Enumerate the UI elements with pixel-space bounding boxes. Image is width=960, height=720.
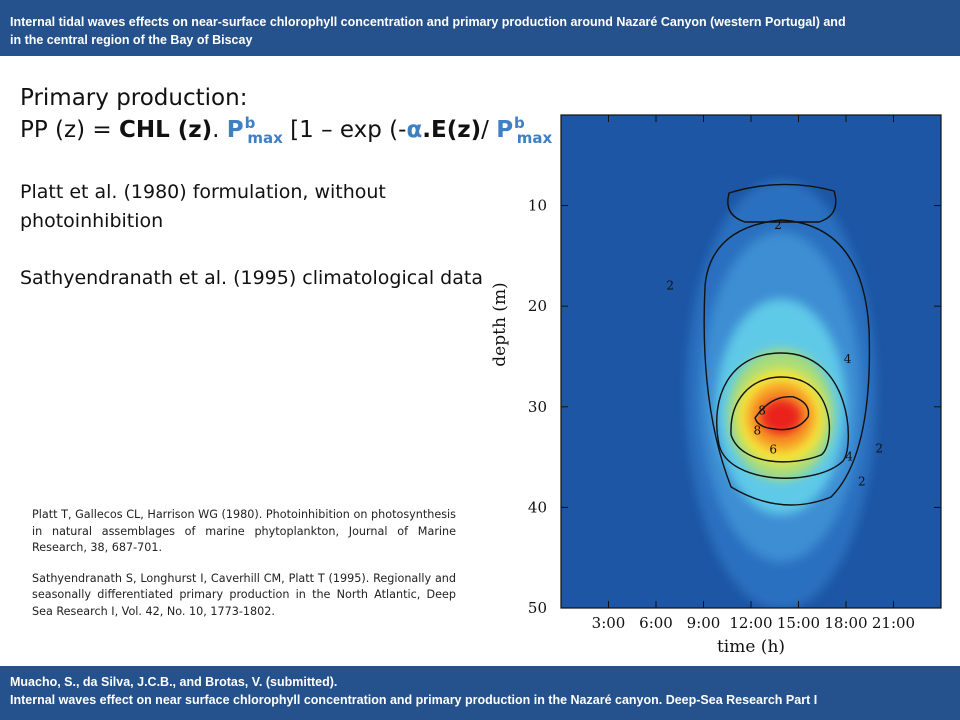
formula-slash: / [481,117,497,143]
x-tick-label-1: 6:00 [639,614,673,632]
contour-line-6 [730,376,831,463]
reference-platt: Platt T, Gallecos CL, Harrison WG (1980)… [32,508,456,554]
formula-sup: b [244,114,256,132]
x-tick-label-5: 18:00 [824,614,867,632]
formula-dot: . [212,117,227,143]
x-tick-label-2: 9:00 [687,614,721,632]
contour-label-6: 4 [845,450,853,464]
y-tick-label-2: 30 [528,398,547,416]
contour-label-1: 2 [666,279,674,293]
y-axis-label: depth (m) [490,282,510,366]
y-tick-label-4: 50 [528,599,547,617]
formula-prefix: PP (z) = [20,117,119,143]
formula-dot2: . [422,117,431,143]
contour-line-4 [716,352,849,479]
formula-p2: P [496,117,514,143]
x-tick-label-0: 3:00 [592,614,626,632]
footer-citation-line-2: Internal waves effect on near surface ch… [10,693,818,707]
contour-line-8 [754,396,810,431]
formula-middle: [1 – exp (- [282,117,407,143]
pp-formula: PP (z) = CHL (z). Pbmax [1 – exp (-α.E(z… [20,114,569,147]
section-heading: Primary production: [20,85,248,111]
contour-line-2-surface [727,183,837,223]
heatmap-core [760,398,803,435]
platt-note: Platt et al. (1980) formulation, without… [20,181,386,232]
formula-ez: E(z) [431,117,482,143]
formula-sub2: max [516,129,553,147]
contour-label-4: 8 [754,423,762,437]
header-title-line-2: in the central region of the Bay of Bisc… [10,33,253,47]
contour-label-2: 4 [844,352,852,366]
contour-line-2-main [703,219,871,506]
contour-label-0: 2 [774,218,782,232]
formula-sup2: b [514,114,525,132]
y-tick-label-1: 20 [528,297,547,315]
y-tick-label-3: 40 [528,498,547,516]
footer-banner: Muacho, S., da Silva, J.C.B., and Brotas… [0,666,960,720]
x-tick-label-6: 21:00 [872,614,915,632]
formula-p: P [226,117,244,143]
formula-sub: max [247,129,283,147]
formula-alpha: α [406,117,423,143]
contour-label-5: 6 [769,443,777,457]
header-banner: Internal tidal waves effects on near-sur… [0,0,960,56]
sathyendranath-note: Sathyendranath et al. (1995) climatologi… [20,267,483,289]
reference-sathyendranath: Sathyendranath S, Longhurst I, Caverhill… [32,571,456,618]
header-title-line-1: Internal tidal waves effects on near-sur… [10,15,846,29]
references: Platt T, Gallecos CL, Harrison WG (1980)… [32,507,456,634]
contour-label-8: 2 [858,475,866,489]
x-tick-label-4: 15:00 [777,614,820,632]
y-tick-label-0: 10 [528,197,547,215]
contour-label-3: 8 [758,403,766,417]
contour-label-7: 2 [875,442,883,456]
formula-chl: CHL (z) [118,117,213,143]
x-axis-label: time (h) [717,637,785,657]
footer-citation-line-1: Muacho, S., da Silva, J.C.B., and Brotas… [10,675,338,689]
x-tick-label-3: 12:00 [729,614,772,632]
